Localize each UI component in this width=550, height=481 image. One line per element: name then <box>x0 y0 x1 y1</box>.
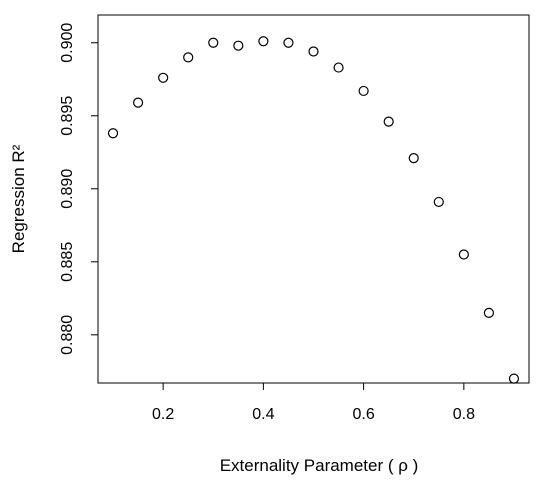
x-axis-label: Externality Parameter ( ρ ) <box>220 456 419 475</box>
y-tick-label: 0.890 <box>59 169 76 209</box>
data-point <box>158 72 169 83</box>
x-tick-label: 0.8 <box>453 406 475 423</box>
y-tick-label: 0.900 <box>59 23 76 63</box>
data-point <box>358 85 369 97</box>
plot-frame <box>97 14 530 384</box>
x-tick-label: 0.2 <box>152 406 174 423</box>
data-point <box>433 196 444 208</box>
data-point <box>283 37 294 48</box>
data-point <box>208 37 219 48</box>
x-tick-label: 0.4 <box>252 406 274 423</box>
data-point <box>333 62 344 73</box>
data-point <box>458 249 469 260</box>
data-point <box>308 46 319 57</box>
data-point <box>258 36 269 47</box>
data-point <box>132 97 144 108</box>
y-tick-label: 0.895 <box>59 96 76 136</box>
data-point <box>233 40 244 51</box>
data-point <box>483 307 495 319</box>
y-tick-label: 0.880 <box>59 315 76 355</box>
data-point <box>383 116 394 127</box>
x-tick-label: 0.6 <box>352 406 374 423</box>
data-point <box>183 52 194 63</box>
x-axis: 0.2 0.4 0.6 0.8 <box>152 383 475 423</box>
data-points <box>107 36 520 384</box>
data-point <box>508 373 520 384</box>
data-point <box>107 128 119 139</box>
y-tick-label: 0.885 <box>59 242 76 282</box>
data-point <box>408 153 419 164</box>
y-axis-label: Regression R² <box>9 144 28 253</box>
y-axis: 0.880 0.885 0.890 0.895 0.900 <box>59 23 98 355</box>
